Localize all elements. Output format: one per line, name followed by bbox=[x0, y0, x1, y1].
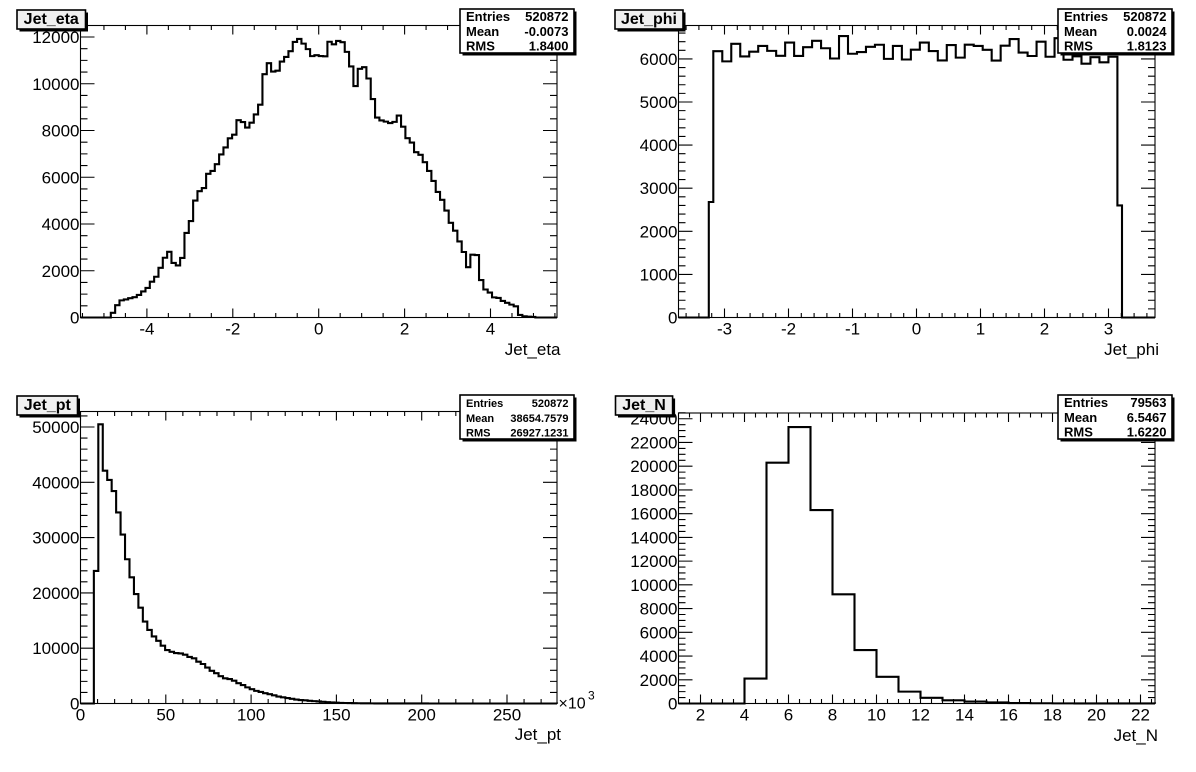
svg-text:Jet_pt: Jet_pt bbox=[515, 725, 562, 744]
svg-text:0: 0 bbox=[70, 309, 79, 328]
svg-text:5000: 5000 bbox=[640, 93, 678, 112]
svg-text:Jet_phi: Jet_phi bbox=[621, 11, 677, 28]
svg-text:2: 2 bbox=[400, 320, 409, 339]
svg-text:10: 10 bbox=[867, 706, 886, 725]
svg-text:-1: -1 bbox=[845, 320, 860, 339]
svg-text:8: 8 bbox=[828, 706, 837, 725]
svg-text:20000: 20000 bbox=[32, 584, 79, 603]
svg-text:520872: 520872 bbox=[532, 398, 569, 410]
svg-text:3: 3 bbox=[588, 689, 595, 703]
svg-text:RMS: RMS bbox=[466, 38, 495, 53]
svg-text:14000: 14000 bbox=[630, 528, 677, 547]
svg-text:20000: 20000 bbox=[630, 457, 677, 476]
svg-text:4000: 4000 bbox=[640, 647, 678, 666]
svg-text:16: 16 bbox=[999, 706, 1018, 725]
svg-text:30000: 30000 bbox=[32, 529, 79, 548]
svg-text:2000: 2000 bbox=[640, 671, 678, 690]
svg-text:150: 150 bbox=[322, 706, 350, 725]
svg-text:Jet_N: Jet_N bbox=[622, 397, 666, 414]
svg-text:6000: 6000 bbox=[640, 50, 678, 69]
svg-text:18: 18 bbox=[1043, 706, 1062, 725]
svg-text:10000: 10000 bbox=[630, 576, 677, 595]
svg-text:16000: 16000 bbox=[630, 505, 677, 524]
svg-text:Jet_eta: Jet_eta bbox=[24, 11, 79, 28]
svg-text:26927.1231: 26927.1231 bbox=[510, 427, 568, 439]
svg-text:2: 2 bbox=[1040, 320, 1049, 339]
svg-text:40000: 40000 bbox=[32, 473, 79, 492]
svg-text:2000: 2000 bbox=[42, 262, 80, 281]
svg-text:2000: 2000 bbox=[640, 222, 678, 241]
svg-text:Jet_N: Jet_N bbox=[1114, 726, 1158, 745]
svg-text:RMS: RMS bbox=[1064, 424, 1093, 439]
svg-text:2: 2 bbox=[696, 706, 705, 725]
svg-text:12000: 12000 bbox=[32, 28, 79, 47]
svg-text:Jet_pt: Jet_pt bbox=[24, 397, 72, 414]
svg-text:50000: 50000 bbox=[32, 418, 79, 437]
svg-text:×10: ×10 bbox=[559, 696, 586, 713]
svg-text:Jet_phi: Jet_phi bbox=[1104, 340, 1159, 359]
svg-text:Mean: Mean bbox=[1064, 24, 1097, 39]
svg-text:22000: 22000 bbox=[630, 433, 677, 452]
svg-text:3000: 3000 bbox=[640, 179, 678, 198]
svg-text:6: 6 bbox=[784, 706, 793, 725]
svg-text:-2: -2 bbox=[781, 320, 796, 339]
svg-text:18000: 18000 bbox=[630, 481, 677, 500]
svg-text:12000: 12000 bbox=[630, 552, 677, 571]
svg-text:22: 22 bbox=[1131, 706, 1150, 725]
svg-text:250: 250 bbox=[493, 706, 521, 725]
svg-text:0: 0 bbox=[668, 695, 677, 714]
svg-text:0: 0 bbox=[912, 320, 921, 339]
svg-text:79563: 79563 bbox=[1130, 395, 1166, 410]
svg-text:520872: 520872 bbox=[525, 9, 568, 24]
svg-text:-3: -3 bbox=[717, 320, 732, 339]
svg-text:RMS: RMS bbox=[466, 427, 490, 439]
svg-text:0: 0 bbox=[76, 706, 85, 725]
svg-text:Entries: Entries bbox=[1064, 9, 1108, 24]
svg-text:6.5467: 6.5467 bbox=[1127, 410, 1167, 425]
svg-text:1.8123: 1.8123 bbox=[1127, 38, 1167, 53]
svg-text:0: 0 bbox=[314, 320, 323, 339]
svg-text:Jet_eta: Jet_eta bbox=[505, 340, 561, 359]
svg-text:Mean: Mean bbox=[466, 413, 494, 425]
svg-text:0.0024: 0.0024 bbox=[1127, 24, 1168, 39]
svg-text:520872: 520872 bbox=[1123, 9, 1166, 24]
svg-text:20: 20 bbox=[1087, 706, 1106, 725]
svg-text:Mean: Mean bbox=[466, 24, 499, 39]
svg-text:100: 100 bbox=[237, 706, 265, 725]
svg-text:-0.0073: -0.0073 bbox=[524, 24, 568, 39]
svg-text:4000: 4000 bbox=[42, 215, 80, 234]
svg-text:14: 14 bbox=[955, 706, 974, 725]
svg-text:0: 0 bbox=[668, 309, 677, 328]
svg-text:38654.7579: 38654.7579 bbox=[510, 413, 568, 425]
svg-text:-4: -4 bbox=[139, 320, 154, 339]
svg-text:8000: 8000 bbox=[640, 600, 678, 619]
svg-text:6000: 6000 bbox=[42, 168, 80, 187]
svg-text:RMS: RMS bbox=[1064, 38, 1093, 53]
svg-text:4: 4 bbox=[486, 320, 495, 339]
svg-text:Entries: Entries bbox=[466, 9, 510, 24]
svg-text:8000: 8000 bbox=[42, 122, 80, 141]
svg-text:Entries: Entries bbox=[466, 398, 503, 410]
svg-text:4: 4 bbox=[740, 706, 749, 725]
svg-text:3: 3 bbox=[1104, 320, 1113, 339]
svg-text:6000: 6000 bbox=[640, 623, 678, 642]
svg-text:10000: 10000 bbox=[32, 639, 79, 658]
svg-text:1000: 1000 bbox=[640, 265, 678, 284]
svg-text:4000: 4000 bbox=[640, 136, 678, 155]
svg-text:12: 12 bbox=[911, 706, 930, 725]
svg-text:Mean: Mean bbox=[1064, 410, 1097, 425]
svg-text:1.8400: 1.8400 bbox=[529, 38, 569, 53]
svg-text:Entries: Entries bbox=[1064, 395, 1108, 410]
svg-text:0: 0 bbox=[70, 695, 79, 714]
svg-text:50: 50 bbox=[156, 706, 175, 725]
svg-text:1.6220: 1.6220 bbox=[1127, 424, 1167, 439]
svg-text:10000: 10000 bbox=[32, 75, 79, 94]
svg-text:200: 200 bbox=[408, 706, 436, 725]
svg-text:1: 1 bbox=[976, 320, 985, 339]
svg-text:-2: -2 bbox=[225, 320, 240, 339]
